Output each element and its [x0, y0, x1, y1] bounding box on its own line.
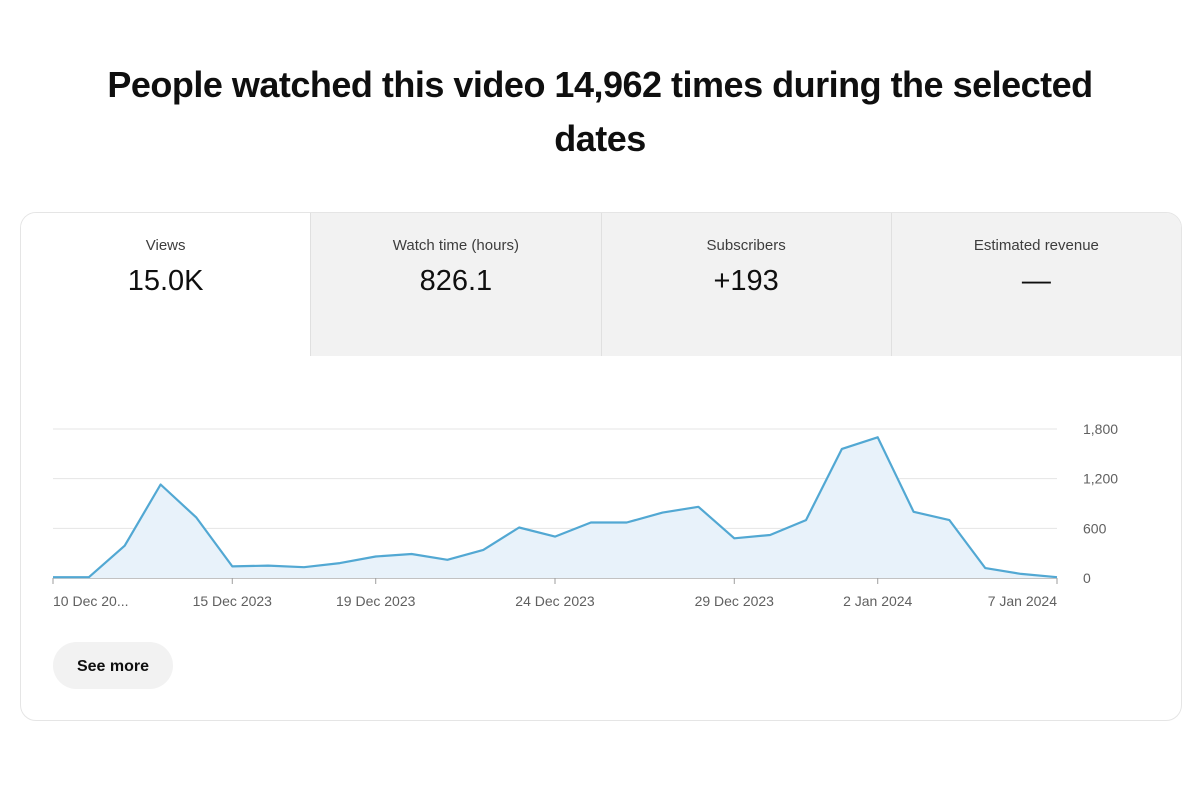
y-tick-label: 0: [1083, 570, 1091, 586]
analytics-card: Views 15.0K Watch time (hours) 826.1 Sub…: [20, 212, 1182, 721]
y-tick-label: 1,200: [1083, 471, 1118, 487]
tab-watch-time-value: 826.1: [419, 265, 493, 297]
metric-tabs: Views 15.0K Watch time (hours) 826.1 Sub…: [21, 213, 1181, 356]
data-point[interactable]: [406, 548, 418, 560]
chart-y-tick-labels: 0 600 1,200 1,800: [1083, 421, 1118, 586]
x-tick-label: 24 Dec 2023: [515, 593, 595, 609]
data-point[interactable]: [943, 514, 955, 526]
y-tick-label: 1,800: [1083, 421, 1118, 437]
data-point[interactable]: [800, 514, 812, 526]
data-point[interactable]: [298, 561, 310, 573]
data-point[interactable]: [370, 550, 382, 562]
data-point[interactable]: [262, 560, 274, 572]
x-tick-label: 10 Dec 20...: [53, 593, 129, 609]
x-tick-label: 19 Dec 2023: [336, 593, 416, 609]
data-point[interactable]: [47, 571, 59, 583]
data-point[interactable]: [155, 478, 167, 490]
data-point[interactable]: [477, 544, 489, 556]
data-point[interactable]: [549, 531, 561, 543]
chart-x-tick-labels: 10 Dec 20... 15 Dec 2023 19 Dec 2023 24 Dec…: [53, 593, 1057, 609]
views-series-line: [53, 436, 1058, 579]
see-more-button[interactable]: See more: [53, 642, 173, 689]
tab-subscribers-value: +193: [713, 265, 779, 297]
data-point[interactable]: [513, 522, 525, 534]
y-tick-label: 600: [1083, 520, 1107, 536]
data-point[interactable]: [836, 443, 848, 455]
data-point[interactable]: [226, 560, 238, 572]
data-point[interactable]: [728, 532, 740, 544]
tab-views-label: Views: [145, 237, 186, 254]
tab-subscribers[interactable]: Subscribers +193: [600, 213, 891, 356]
data-point[interactable]: [441, 554, 453, 566]
views-area-fill: [53, 437, 1057, 578]
views-chart-svg: 0 600 1,200 1,800 10 Dec 20... 15 Dec 2023 19…: [47, 421, 1118, 609]
tab-estimated-revenue-value: —: [1021, 265, 1051, 297]
data-point[interactable]: [1051, 571, 1063, 583]
x-tick-label: 7 Jan 2024: [988, 593, 1057, 609]
tab-watch-time[interactable]: Watch time (hours) 826.1: [310, 213, 601, 356]
data-point[interactable]: [585, 517, 597, 529]
data-point[interactable]: [119, 540, 131, 552]
x-tick-label: 15 Dec 2023: [193, 593, 273, 609]
data-point[interactable]: [83, 571, 95, 583]
data-point[interactable]: [657, 507, 669, 519]
data-point[interactable]: [872, 431, 884, 443]
chart-x-ticks: [52, 578, 1058, 584]
data-point[interactable]: [692, 501, 704, 513]
data-point[interactable]: [979, 562, 991, 574]
tab-subscribers-label: Subscribers: [706, 237, 786, 254]
tab-watch-time-label: Watch time (hours): [392, 237, 519, 254]
data-point[interactable]: [1015, 568, 1027, 580]
chart-area-layer: [53, 436, 1058, 579]
data-point[interactable]: [908, 506, 920, 518]
data-point[interactable]: [621, 517, 633, 529]
tab-views[interactable]: Views 15.0K: [21, 213, 311, 356]
tab-views-value: 15.0K: [127, 265, 204, 297]
views-chart: 0 600 1,200 1,800 10 Dec 20... 15 Dec 2023 19…: [21, 356, 1181, 636]
data-point[interactable]: [764, 529, 776, 541]
tab-estimated-revenue[interactable]: Estimated revenue —: [890, 213, 1181, 356]
tab-estimated-revenue-label: Estimated revenue: [973, 237, 1099, 254]
x-tick-label: 2 Jan 2024: [843, 593, 912, 609]
x-tick-label: 29 Dec 2023: [695, 593, 775, 609]
data-point[interactable]: [190, 512, 202, 524]
page-title: People watched this video 14,962 times d…: [107, 64, 1093, 159]
data-point[interactable]: [334, 557, 346, 569]
